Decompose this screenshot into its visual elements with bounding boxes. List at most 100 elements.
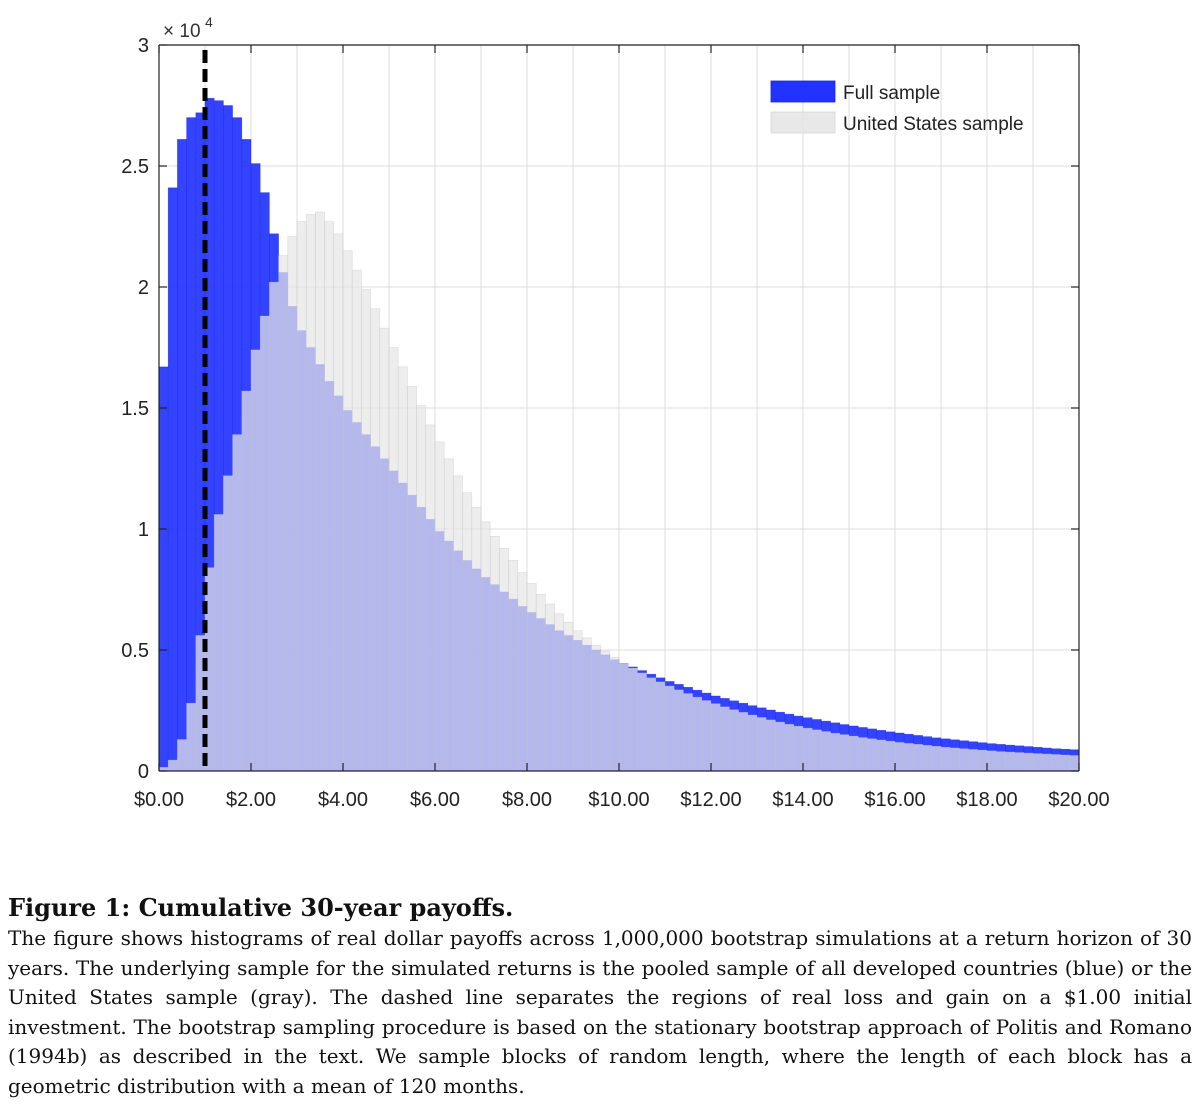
us-sample-bar xyxy=(756,717,767,772)
y-multiplier-base: × 10 xyxy=(163,21,201,42)
us-sample-bar xyxy=(738,712,749,772)
us-sample-bar xyxy=(241,390,252,772)
us-sample-bar xyxy=(729,709,739,772)
us-sample-bar xyxy=(986,750,997,772)
x-tick-label: $10.00 xyxy=(588,789,649,811)
y-axis-multiplier: × 10 4 xyxy=(163,14,213,42)
us-sample-bar xyxy=(342,250,353,772)
us-sample-bar xyxy=(259,315,270,772)
us-sample-bar xyxy=(443,458,454,772)
us-sample-bar xyxy=(1041,753,1052,772)
us-sample-bar xyxy=(545,603,555,772)
us-sample-bar xyxy=(719,706,730,772)
us-sample-bar xyxy=(480,521,491,772)
y-multiplier-exponent: 4 xyxy=(205,14,213,30)
legend-swatch-full-sample xyxy=(770,80,836,103)
us-sample-bar xyxy=(618,663,629,772)
us-sample-bar xyxy=(821,731,831,772)
us-sample-bar xyxy=(1069,755,1080,772)
us-sample-bar xyxy=(710,703,721,772)
y-tick-label: 2 xyxy=(138,277,149,299)
us-sample-bar xyxy=(609,656,620,772)
us-sample-bar xyxy=(315,211,325,772)
us-sample-bar xyxy=(1060,754,1071,772)
us-sample-bar xyxy=(701,700,712,772)
y-tick-label: 2.5 xyxy=(121,156,149,178)
us-sample-bar xyxy=(535,594,546,772)
us-sample-bar xyxy=(416,405,427,772)
us-sample-bar xyxy=(167,759,178,772)
legend: Full sample United States sample xyxy=(770,80,1024,135)
us-sample-bar xyxy=(591,644,601,772)
us-sample-bar xyxy=(885,740,896,772)
x-tick-label: $0.00 xyxy=(134,789,184,811)
us-sample-bar xyxy=(361,289,371,772)
us-sample-bar xyxy=(848,735,859,772)
us-sample-bar xyxy=(499,548,509,772)
x-tick-label: $12.00 xyxy=(680,789,741,811)
us-sample-bar xyxy=(968,749,979,772)
us-sample-bar xyxy=(379,327,390,772)
full-sample-bar xyxy=(167,187,178,772)
full-sample-bar xyxy=(186,117,197,772)
us-sample-bar xyxy=(637,672,647,772)
x-tick-label: $4.00 xyxy=(318,789,368,811)
x-tick-label: $20.00 xyxy=(1048,789,1109,811)
us-sample-bar xyxy=(913,744,923,772)
us-sample-bar xyxy=(287,235,298,772)
caption-body: The figure shows histograms of real doll… xyxy=(8,926,1192,1098)
y-tick-label: 1 xyxy=(138,519,149,541)
us-sample-bar xyxy=(269,281,279,772)
us-sample-bar xyxy=(1023,752,1034,772)
us-sample-bar xyxy=(683,693,693,772)
caption-title: Figure 1: Cumulative 30-year payoffs. xyxy=(8,893,514,922)
us-sample-bar xyxy=(1032,753,1043,772)
us-sample-bar xyxy=(453,475,463,772)
us-sample-bar xyxy=(351,269,362,772)
us-sample-bar xyxy=(1051,754,1061,772)
us-sample-bar xyxy=(296,221,307,772)
legend-label-us-sample: United States sample xyxy=(843,114,1024,135)
us-sample-bar xyxy=(305,214,316,772)
full-sample-bar xyxy=(158,366,169,772)
us-sample-bar xyxy=(425,424,436,772)
us-sample-bar xyxy=(563,621,574,772)
us-sample-bar xyxy=(830,732,841,772)
us-sample-bar xyxy=(876,739,887,772)
y-tick-label: 0 xyxy=(138,761,149,783)
figure-caption: Figure 1: Cumulative 30-year payoffs. Th… xyxy=(8,893,1192,1101)
x-tick-label: $14.00 xyxy=(772,789,833,811)
us-sample-bar xyxy=(186,702,197,772)
us-sample-bar xyxy=(931,746,942,772)
us-sample-bar xyxy=(646,677,657,772)
us-sample-bar xyxy=(581,637,592,772)
us-sample-bar xyxy=(517,572,528,772)
us-sample-bar xyxy=(526,583,537,772)
us-sample-bar xyxy=(388,347,399,772)
us-sample-bar xyxy=(572,630,583,772)
us-sample-bar xyxy=(1014,752,1025,772)
x-tick-label: $2.00 xyxy=(226,789,276,811)
us-sample-bar xyxy=(922,745,933,772)
us-sample-bar xyxy=(811,729,822,772)
us-sample-bar xyxy=(213,514,224,772)
us-sample-bar xyxy=(995,751,1006,772)
us-sample-bar xyxy=(333,233,344,772)
us-sample-bar xyxy=(784,723,795,772)
us-sample-bar xyxy=(839,734,850,772)
us-sample-bar xyxy=(857,737,868,772)
us-sample-bar xyxy=(600,650,611,772)
legend-swatch-us-sample xyxy=(770,111,836,134)
y-tick-label: 3 xyxy=(138,35,149,57)
us-sample-bar xyxy=(250,349,261,772)
us-sample-bar xyxy=(655,681,666,772)
us-sample-bar xyxy=(471,506,482,772)
us-sample-bar xyxy=(462,492,473,772)
us-sample-bar xyxy=(977,749,988,772)
legend-label-full-sample: Full sample xyxy=(843,83,940,104)
us-sample-bar xyxy=(747,714,758,772)
us-sample-bar xyxy=(940,746,951,772)
full-sample-bar xyxy=(177,139,187,772)
us-sample-bar xyxy=(223,475,233,772)
y-tick-label: 1.5 xyxy=(121,398,149,420)
